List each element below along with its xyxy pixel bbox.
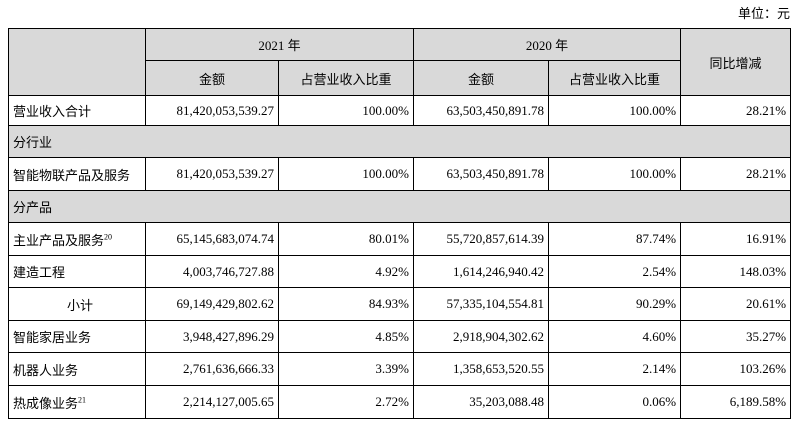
row-label: 营业收入合计	[13, 104, 92, 119]
table-cell: 2.54%	[548, 255, 682, 288]
table-row: 小计 69,149,429,802.62 84.93% 57,335,104,554.…	[8, 287, 792, 321]
footnote-ref: 21	[78, 395, 87, 405]
table-cell: 2,214,127,005.65	[145, 385, 279, 419]
table-cell: 84.93%	[277, 287, 415, 321]
table-cell: 16.91%	[680, 222, 792, 256]
table-row: 金额 占营业收入比重 金额 占营业收入比重	[9, 60, 791, 96]
table-cell: 2020 年	[413, 28, 682, 61]
table-cell: 分行业	[7, 125, 792, 158]
row-label: 建造工程	[13, 265, 66, 280]
table: 2021 年 2020 年同比增减 金额 占营业收入比重 金额 占营业收入比重 营业收入…	[7, 28, 792, 419]
table-cell: 28.21%	[680, 95, 792, 126]
table-row: 主业产品及服务20 65,145,683,074.74 80.01% 55,720,8…	[8, 222, 792, 256]
table-cell: 智能物联产品及服务	[8, 157, 146, 191]
table-cell: 69,149,429,802.62	[145, 287, 279, 321]
table-cell: 90.29%	[548, 287, 682, 321]
table-cell: 4,003,746,727.88	[145, 255, 279, 288]
table-row: 分产品	[7, 190, 792, 223]
table-cell: 148.03%	[680, 255, 792, 288]
table-cell: 1,358,653,520.55	[413, 352, 550, 386]
table-cell: 2021 年	[144, 28, 415, 61]
table-cell: 6,189.58%	[680, 385, 792, 419]
table-cell: 100.00%	[277, 157, 415, 191]
table-cell: 小计	[8, 287, 146, 321]
table-cell: 2,761,636,666.33	[145, 352, 279, 386]
table-cell: 35.27%	[680, 320, 792, 353]
row-label: 小计	[67, 297, 94, 313]
table-cell: 100.00%	[548, 157, 682, 191]
table-cell: 3,948,427,896.29	[145, 320, 279, 353]
table-cell: 同比增减	[680, 28, 792, 96]
table-row: 智能物联产品及服务 81,420,053,539.27 100.00% 63,503,…	[8, 157, 792, 191]
unit-label: 单位：元	[737, 6, 790, 21]
table-cell: 4.85%	[277, 320, 415, 353]
table-row: 智能家居业务 3,948,427,896.29 4.85% 2,918,904,302…	[8, 320, 792, 353]
row-label: 热成像业务	[13, 395, 79, 411]
table-cell: 4.60%	[548, 320, 682, 353]
table-cell: 机器人业务	[8, 352, 146, 386]
table-cell: 智能家居业务	[8, 320, 146, 353]
table-cell: 103.26%	[680, 352, 792, 386]
table-cell: 35,203,088.48	[413, 385, 550, 419]
table-row: 热成像业务21 2,214,127,005.65 2.72% 35,203,088.4…	[8, 385, 792, 419]
table-cell: 建造工程	[8, 255, 146, 288]
table-cell: 63,503,450,891.78	[413, 157, 550, 191]
table-cell: 57,335,104,554.81	[413, 287, 550, 321]
table-cell: 营业收入合计	[8, 95, 146, 126]
table-cell: 100.00%	[277, 95, 415, 126]
footnote-ref: 20	[104, 232, 113, 242]
table-cell: 87.74%	[548, 222, 682, 256]
row-label: 智能家居业务	[13, 330, 92, 345]
table-cell: 81,420,053,539.27	[145, 157, 279, 191]
table-cell: 2.14%	[548, 352, 682, 386]
table-cell	[8, 28, 146, 96]
table-cell: 20.61%	[680, 287, 792, 321]
table-row: 机器人业务 2,761,636,666.33 3.39% 1,358,653,520.…	[8, 352, 792, 386]
table-cell: 金额	[145, 60, 279, 96]
table-row: 2021 年 2020 年同比增减	[8, 28, 792, 96]
table-cell: 2021 年 2020 年同比增减 金额 占营业收入比重 金额 占营业收入比重 营业收入…	[7, 28, 792, 419]
row-label: 主业产品及服务	[13, 232, 105, 248]
table-row: 建造工程 4,003,746,727.88 4.92% 1,614,246,940.4…	[8, 255, 792, 288]
table-cell: 28.21%	[680, 157, 792, 191]
row-label: 智能物联产品及服务	[13, 167, 131, 183]
table-cell: 热成像业务21	[8, 385, 146, 419]
table-cell: 1,614,246,940.42	[413, 255, 550, 288]
table-cell: 2.72%	[277, 385, 415, 419]
table-cell: 占营业收入比重	[548, 60, 682, 96]
table-row: 营业收入合计 81,420,053,539.27 100.00% 63,503,450…	[8, 95, 792, 126]
table-cell: 63,503,450,891.78	[413, 95, 550, 126]
table-cell: 占营业收入比重	[277, 60, 415, 96]
table-cell: 55,720,857,614.39	[413, 222, 550, 256]
table-cell: 0.06%	[548, 385, 682, 419]
table-cell: 2,918,904,302.62	[413, 320, 550, 353]
table-cell: 金额	[413, 60, 550, 96]
row-label: 机器人业务	[13, 362, 79, 378]
table-cell: 主业产品及服务20	[8, 222, 146, 256]
table-cell: 100.00%	[548, 95, 682, 126]
table-cell: 3.39%	[277, 352, 415, 386]
table-cell: 80.01%	[277, 222, 415, 256]
table-row: 分行业	[7, 125, 792, 158]
table-cell: 4.92%	[277, 255, 415, 288]
table-cell: 65,145,683,074.74	[145, 222, 279, 256]
table-cell: 分产品	[7, 190, 792, 223]
table-cell: 81,420,053,539.27	[145, 95, 279, 126]
